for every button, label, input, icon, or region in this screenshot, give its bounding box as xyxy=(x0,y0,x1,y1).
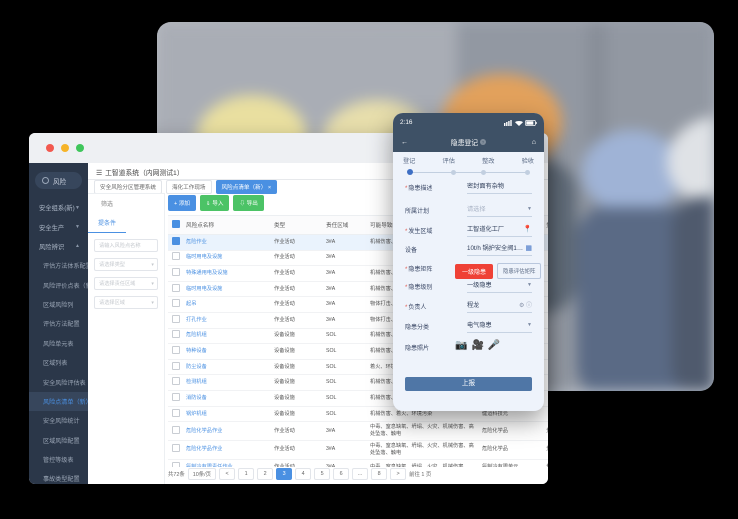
svg-text:?: ? xyxy=(482,139,485,144)
